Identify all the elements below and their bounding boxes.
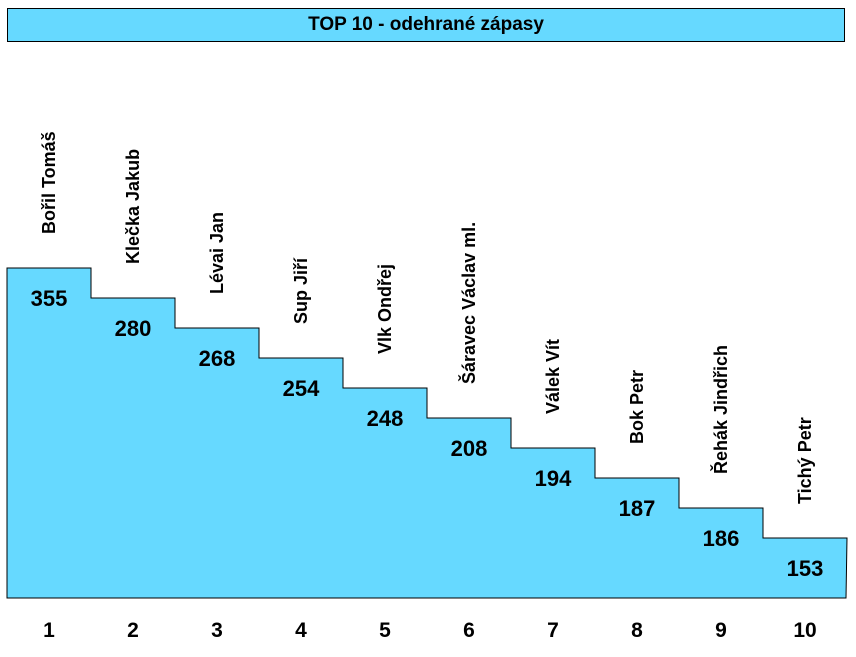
value-label: 254 — [283, 376, 320, 401]
rank-label: 1 — [43, 619, 55, 642]
player-name-label: Tichý Petr — [795, 417, 815, 504]
value-label: 355 — [31, 286, 68, 311]
player-name-label: Klečka Jakub — [123, 149, 143, 264]
value-label: 186 — [703, 526, 740, 551]
rank-label: 5 — [379, 619, 391, 642]
rank-label: 2 — [127, 619, 139, 642]
rank-label: 6 — [463, 619, 475, 642]
player-name-label: Vlk Ondřej — [375, 264, 395, 354]
chart-title: TOP 10 - odehrané zápasy — [7, 8, 845, 42]
player-name-label: Bok Petr — [627, 370, 647, 444]
value-label: 280 — [115, 316, 152, 341]
value-label: 268 — [199, 346, 236, 371]
rank-label: 8 — [631, 619, 643, 642]
player-name-label: Válek Vít — [543, 339, 563, 414]
value-label: 187 — [619, 496, 656, 521]
rank-label: 9 — [715, 619, 727, 642]
value-label: 208 — [451, 436, 488, 461]
rank-label: 10 — [793, 619, 816, 642]
value-label: 248 — [367, 406, 404, 431]
rank-label: 7 — [547, 619, 559, 642]
player-name-label: Řehák Jindřich — [710, 345, 731, 474]
player-name-label: Sup Jiří — [291, 257, 311, 324]
value-label: 153 — [787, 556, 824, 581]
rank-label: 3 — [211, 619, 223, 642]
staircase-area — [6, 267, 848, 599]
player-name-label: Bořil Tomáš — [39, 131, 59, 234]
value-label: 194 — [535, 466, 572, 491]
player-name-label: Šáravec Václav ml. — [458, 222, 479, 384]
rank-label: 4 — [295, 619, 307, 642]
player-name-label: Lévai Jan — [207, 212, 227, 294]
